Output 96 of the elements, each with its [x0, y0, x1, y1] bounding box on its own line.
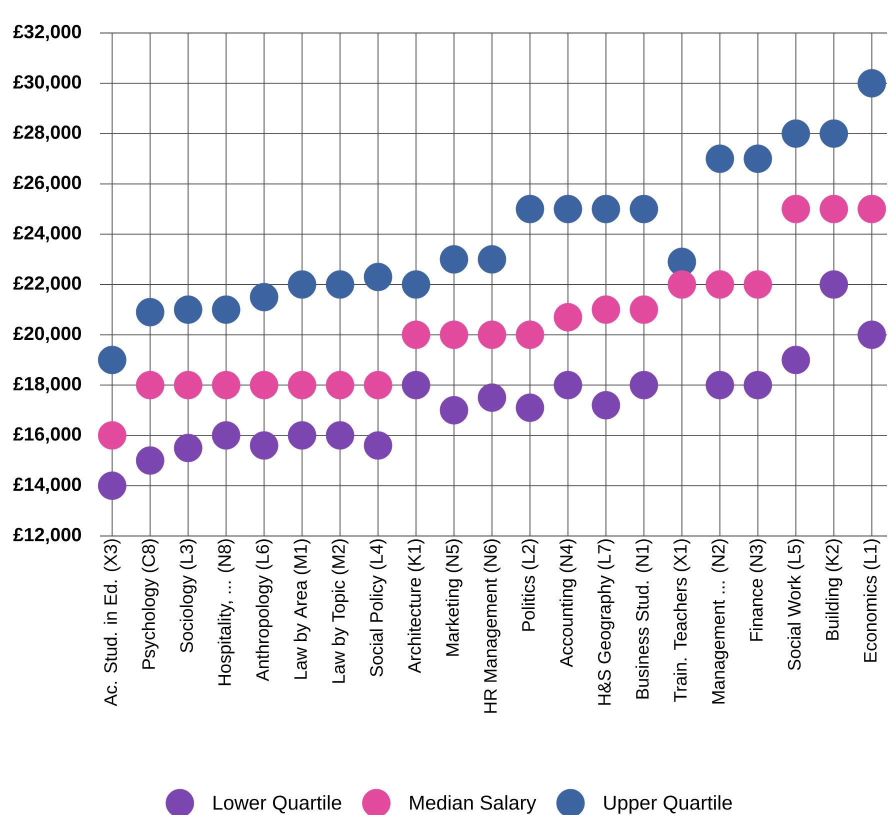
- x-tick-label: Sociology (L3): [180, 539, 197, 652]
- y-tick-label: £14,000: [13, 478, 82, 494]
- point: [782, 119, 810, 148]
- point: [516, 394, 544, 422]
- y-tick-label: £28,000: [13, 125, 82, 142]
- point: [136, 298, 164, 326]
- point: [516, 194, 544, 224]
- point: [592, 295, 620, 324]
- point: [554, 370, 582, 400]
- point: [744, 144, 772, 173]
- x-tick-label: H&S Geography (L7): [598, 539, 614, 705]
- point: [706, 270, 734, 299]
- point: [174, 434, 202, 462]
- point: [250, 282, 278, 312]
- legend-label: Upper Quartile: [604, 795, 732, 814]
- point: [250, 431, 278, 460]
- point: [288, 270, 316, 299]
- point: [554, 302, 582, 332]
- x-tick-label: Marketing (N5): [446, 539, 462, 656]
- y-tick-label: £26,000: [13, 176, 82, 192]
- point: [364, 431, 392, 460]
- point: [174, 295, 202, 324]
- legend-label: Median Salary: [410, 795, 536, 814]
- point: [630, 194, 658, 224]
- x-tick-label: Economics (L1): [863, 539, 880, 662]
- point: [706, 144, 734, 173]
- point: [136, 370, 164, 400]
- point: [364, 262, 392, 292]
- point: [858, 320, 886, 349]
- x-tick-label: Architecture (K1): [408, 539, 424, 674]
- legend-label: Lower Quartile: [214, 795, 342, 814]
- x-tick-label: Building (K2): [825, 539, 842, 640]
- x-tick-label: Train. Teachers (X1): [674, 539, 690, 702]
- point: [592, 194, 620, 224]
- point: [250, 370, 278, 400]
- y-tick-label: £18,000: [13, 376, 82, 394]
- x-tick-label: Law by Topic (M2): [332, 539, 348, 683]
- point: [630, 295, 658, 324]
- point: [592, 391, 620, 420]
- point: [402, 270, 430, 299]
- x-tick-label: Management ... (N2): [711, 539, 728, 704]
- point: [212, 370, 240, 400]
- y-tick-label: £24,000: [13, 226, 82, 242]
- y-tick-label: £22,000: [13, 276, 82, 293]
- point: [440, 396, 468, 424]
- point: [820, 119, 848, 148]
- x-tick-label: Social Work (L5): [787, 539, 804, 670]
- y-tick-label: £20,000: [13, 326, 82, 343]
- point: [478, 320, 506, 349]
- point: [288, 370, 316, 400]
- point: [440, 320, 468, 349]
- point: [326, 421, 354, 450]
- point: [326, 370, 354, 400]
- point: [364, 370, 392, 400]
- point: [98, 421, 126, 450]
- point: [554, 194, 582, 224]
- x-tick-label: Finance (N3): [749, 539, 766, 641]
- x-tick-label: Psychology (C8): [142, 539, 159, 669]
- point: [402, 320, 430, 349]
- point: [326, 270, 354, 299]
- point: [98, 346, 126, 374]
- point: [744, 270, 772, 299]
- point: [668, 270, 696, 299]
- point: [820, 270, 848, 299]
- point: [706, 370, 734, 400]
- x-tick-label: Politics (L2): [522, 539, 538, 631]
- x-tick-label: Hospitality, ... (N8): [218, 539, 234, 686]
- point: [402, 370, 430, 400]
- point: [478, 245, 506, 274]
- point: [782, 346, 810, 374]
- point: [516, 320, 544, 349]
- point: [288, 421, 316, 450]
- x-tick-label: Social Policy (L4): [370, 539, 386, 676]
- point: [630, 370, 658, 400]
- point: [136, 446, 164, 475]
- x-tick-label: HR Management (N6): [484, 539, 500, 713]
- y-tick-label: £30,000: [13, 75, 82, 92]
- x-tick-label: Accounting (N4): [560, 539, 576, 668]
- y-tick-label: £16,000: [13, 427, 82, 444]
- y-tick-label: £32,000: [13, 24, 82, 42]
- y-tick-label: £12,000: [13, 528, 82, 544]
- point: [212, 295, 240, 324]
- point: [858, 194, 886, 224]
- point: [212, 421, 240, 450]
- x-tick-label: Anthropology (L6): [256, 539, 272, 682]
- x-tick-label: Ac. Stud. in Ed. (X3): [104, 539, 121, 706]
- point: [440, 245, 468, 274]
- point: [174, 370, 202, 400]
- x-tick-label: Law by Area (M1): [294, 539, 310, 679]
- point: [820, 194, 848, 224]
- point: [478, 383, 506, 412]
- point: [782, 194, 810, 224]
- point: [98, 472, 126, 500]
- x-tick-label: Business Stud. (N1): [636, 539, 652, 698]
- point: [858, 69, 886, 98]
- point: [744, 370, 772, 400]
